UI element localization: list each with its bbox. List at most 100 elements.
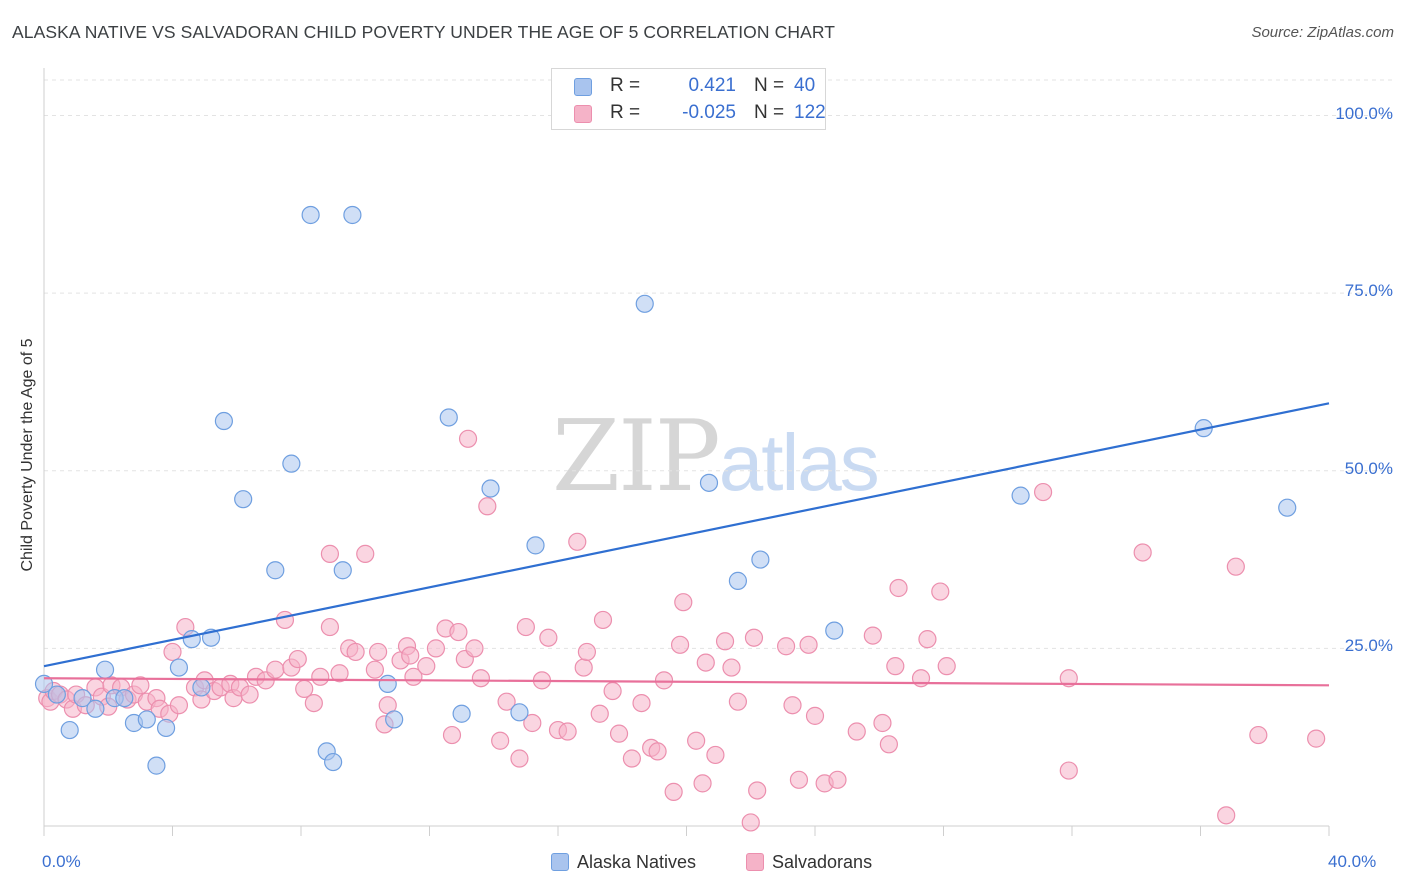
legend-label: Salvadorans	[772, 852, 873, 872]
salvadoran-point	[728, 692, 748, 711]
salvadoran-point	[320, 617, 340, 637]
salvadoran-point	[632, 693, 651, 713]
alaska-native-point	[169, 658, 189, 677]
salvadoran-point	[169, 696, 189, 715]
alaska-native-point	[156, 718, 176, 738]
alaska-native-point	[266, 561, 285, 580]
alaska-native-point	[378, 674, 397, 694]
salvadoran-point	[889, 578, 908, 598]
salvadoran-point	[240, 685, 259, 704]
salvadoran-point	[568, 532, 587, 551]
alaska-native-point	[1011, 486, 1030, 505]
salvadoran-point	[789, 770, 809, 789]
salvadoran-point	[744, 628, 764, 647]
salvadoran-point	[648, 742, 667, 761]
salvadoran-point	[356, 544, 375, 563]
salvadoran-point	[491, 731, 510, 750]
alaska-native-point	[452, 704, 471, 723]
alaska-native-point	[728, 571, 748, 590]
salvadoran-point	[369, 642, 388, 662]
y-tick-label: 50.0%	[1344, 458, 1393, 478]
salvadoran-point	[401, 646, 420, 665]
trend-lines	[43, 402, 1330, 687]
salvadoran-point	[1059, 669, 1078, 688]
alaska-native-point	[699, 473, 719, 492]
alaska-natives-swatch	[574, 78, 592, 96]
salvadoran-point	[330, 664, 349, 683]
salvadoran-point	[449, 622, 468, 642]
salvadoran-point	[603, 681, 622, 701]
salvadoran-point	[706, 745, 725, 765]
salvadoran-point	[311, 667, 330, 686]
salvadoran-point	[516, 617, 535, 637]
salvadoran-point	[288, 649, 307, 669]
salvadoran-point	[664, 782, 683, 801]
salvadoran-point	[776, 637, 796, 656]
alaska-native-point	[192, 678, 211, 697]
alaska-native-point	[95, 660, 115, 679]
alaska-native-point	[47, 685, 66, 704]
alaska-native-point	[635, 294, 654, 313]
alaska-native-point	[439, 408, 458, 427]
salvadoran-point	[1249, 725, 1268, 745]
salvadoran-point	[828, 770, 847, 789]
y-axis-label: Child Poverty Under the Age of 5	[19, 338, 36, 572]
watermark: ZIPatlas	[552, 400, 880, 514]
salvadoran-point	[918, 630, 937, 649]
salvadoran-point	[442, 725, 462, 745]
salvadorans-legend-swatch	[746, 853, 764, 871]
salvadoran-point	[654, 671, 674, 690]
salvadoran-point	[1133, 543, 1152, 562]
salvadoran-point	[458, 429, 478, 448]
alaska-native-point	[147, 756, 166, 775]
alaska-native-point	[86, 699, 105, 718]
salvadoran-point	[609, 724, 629, 743]
salvadoran-point	[741, 813, 760, 832]
salvadoran-point	[722, 658, 741, 677]
salvadoran-point	[558, 722, 577, 741]
salvadoran-point	[304, 693, 323, 713]
chart-title: ALASKA NATIVE VS SALVADORAN CHILD POVERT…	[12, 22, 836, 42]
alaska-native-point	[60, 720, 79, 740]
salvadoran-point	[693, 774, 712, 793]
salvadoran-point	[320, 544, 340, 563]
alaska-native-point	[115, 689, 134, 708]
watermark-zip: ZIP	[552, 400, 721, 514]
salvadorans-swatch	[574, 105, 592, 123]
salvadoran-point	[478, 497, 497, 516]
alaska-native-point	[324, 752, 343, 772]
salvadoran-point	[131, 676, 150, 695]
salvadoran-point	[931, 582, 950, 601]
alaska-native-point	[234, 490, 253, 509]
salvadorans-points	[38, 429, 1326, 832]
salvadoran-point	[577, 642, 597, 662]
n-value: 122	[794, 102, 826, 123]
salvadoran-point	[275, 610, 295, 630]
n-value: 40	[794, 75, 816, 96]
salvadoran-point	[574, 658, 593, 677]
salvadoran-point	[748, 781, 767, 800]
salvadoran-point	[1217, 806, 1236, 825]
salvadoran-point	[687, 731, 706, 750]
salvadoran-point	[847, 722, 866, 741]
y-tick-label: 25.0%	[1344, 636, 1393, 656]
salvadoran-point	[465, 639, 484, 658]
salvadoran-point	[510, 749, 529, 768]
salvadoran-point	[783, 696, 802, 715]
alaska-native-point	[301, 205, 320, 225]
salvadoran-point	[497, 692, 516, 711]
legend-item-salvadorans: Salvadorans	[746, 852, 872, 873]
alaska-native-point	[282, 454, 301, 473]
alaska-native-point	[526, 536, 545, 555]
alaska-natives-trend-line	[43, 402, 1330, 668]
salvadoran-point	[674, 593, 693, 612]
n-label: N =	[754, 102, 785, 123]
legend-item-alaska-natives: Alaska Natives	[551, 852, 696, 873]
salvadoran-point	[523, 713, 542, 733]
salvadoran-point	[670, 635, 690, 654]
salvadoran-point	[886, 657, 905, 676]
alaska-native-point	[34, 674, 54, 694]
alaska-natives-legend-swatch	[551, 853, 569, 871]
alaska-native-point	[137, 710, 156, 729]
